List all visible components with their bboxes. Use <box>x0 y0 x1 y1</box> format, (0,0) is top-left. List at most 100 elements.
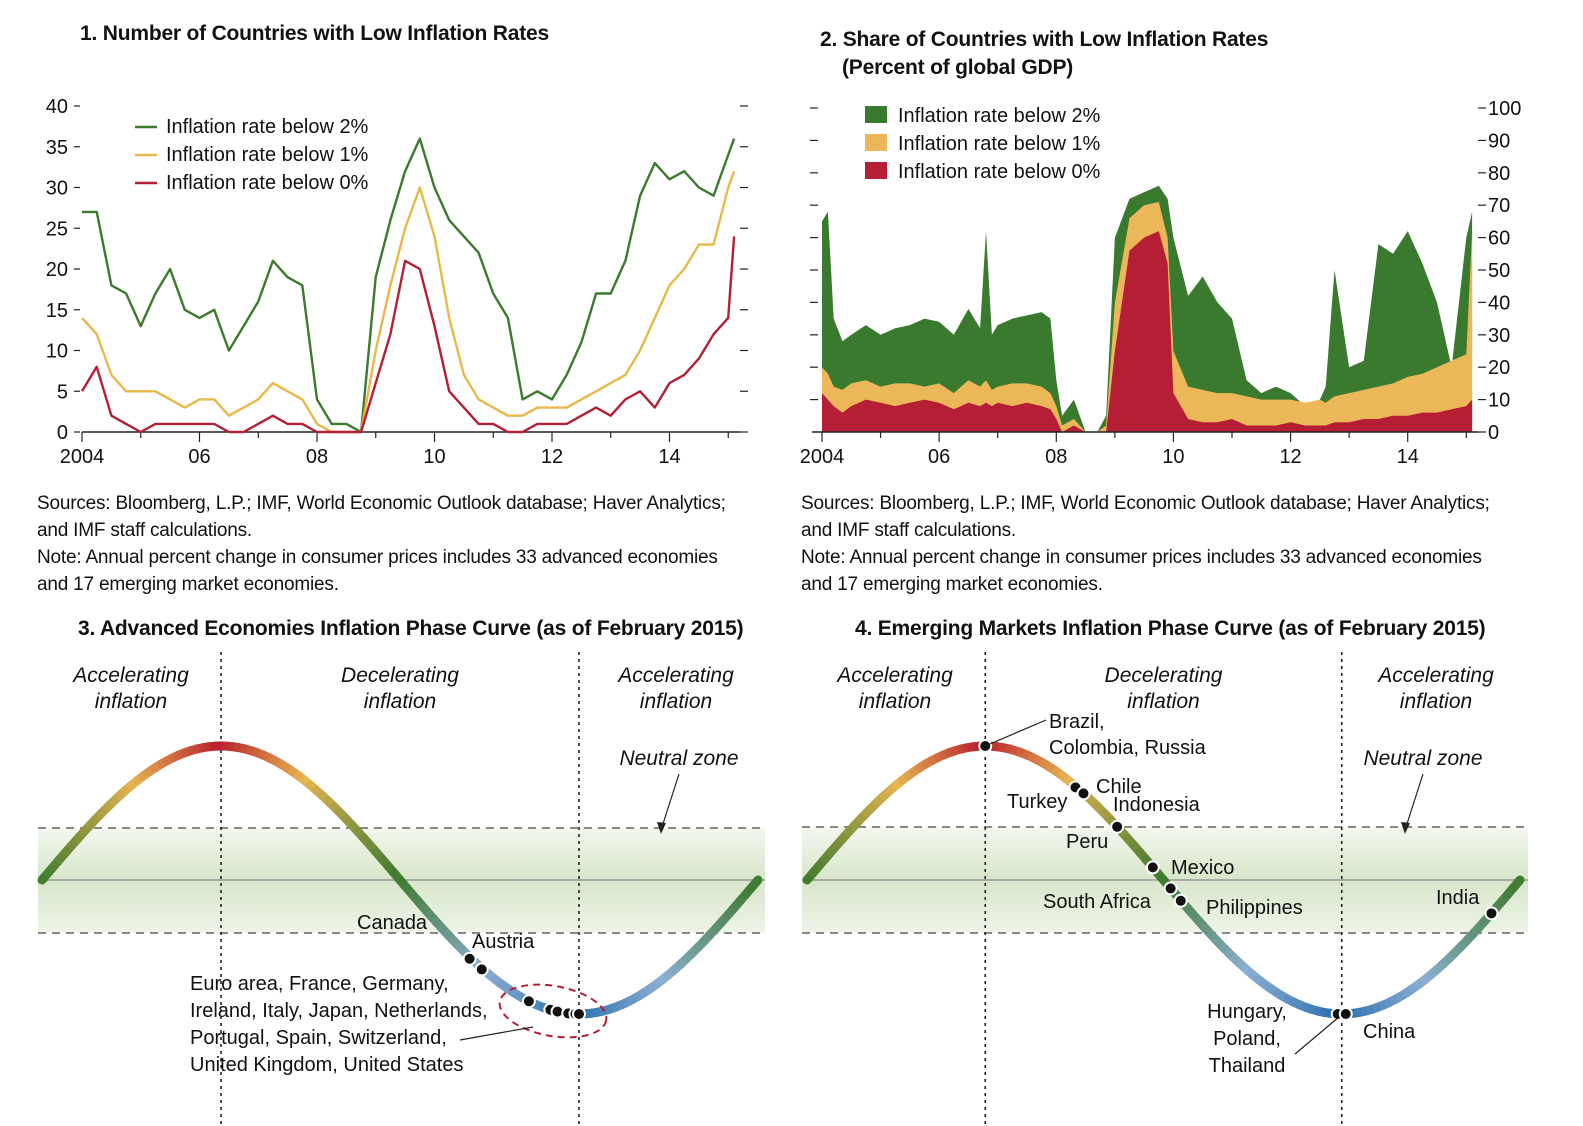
note-line-2: and 17 emerging market economies. <box>801 574 1103 595</box>
y-tick-label: 100 <box>1488 98 1521 120</box>
y-tick-label: 40 <box>1488 292 1510 314</box>
x-tick-label: 14 <box>658 446 680 468</box>
y-tick-label: 25 <box>46 218 68 240</box>
y-tick-label: 40 <box>46 96 68 118</box>
phase-label: Accelerating <box>616 664 734 687</box>
country-dot <box>474 962 489 977</box>
neutral-zone-arrowhead <box>1401 822 1410 834</box>
neutral-zone-label: Neutral zone <box>1363 747 1482 770</box>
phase-label: inflation <box>1400 690 1472 713</box>
country-label: Philippines <box>1206 897 1303 919</box>
chart2-subtitle: (Percent of global GDP) <box>842 56 1074 79</box>
country-label: Brazil, <box>1049 711 1105 733</box>
chart3-title: 3. Advanced Economies Inflation Phase Cu… <box>78 617 744 640</box>
country-label: Peru <box>1066 831 1108 853</box>
note-line-1: Note: Annual percent change in consumer … <box>37 547 718 568</box>
country-label: Poland, <box>1213 1028 1281 1050</box>
x-tick-label: 06 <box>928 446 950 468</box>
area-series-2 <box>822 231 1473 432</box>
neutral-zone-arrow <box>660 773 680 831</box>
legend-label: Inflation rate below 2% <box>898 105 1101 127</box>
phase-label: inflation <box>640 690 712 713</box>
x-tick-label: 06 <box>188 446 210 468</box>
series-line-1 <box>81 170 736 434</box>
phase-label: inflation <box>95 690 167 713</box>
chart3-phase-curve: Accelerating inflation Decelerating inflati… <box>37 652 765 1126</box>
x-tick-label: 08 <box>306 446 328 468</box>
phase-label: Accelerating <box>1376 664 1494 687</box>
group-leader-line <box>459 1026 534 1041</box>
group-label-line: Ireland, Italy, Japan, Netherlands, <box>190 1000 488 1022</box>
phase-curve-segment <box>747 875 763 892</box>
y-tick-label: 80 <box>1488 163 1510 185</box>
x-tick-label: 10 <box>423 446 445 468</box>
country-label: Chile <box>1096 776 1142 798</box>
phase-label: inflation <box>364 690 436 713</box>
y-tick-label: 35 <box>46 137 68 159</box>
notes-right: Sources: Bloomberg, L.P.; IMF, World Eco… <box>801 490 1490 598</box>
y-tick-label: 15 <box>46 300 68 322</box>
series-line-2 <box>80 236 736 434</box>
sources-line-1: Sources: Bloomberg, L.P.; IMF, World Eco… <box>37 493 726 514</box>
y-tick-label: 20 <box>46 259 68 281</box>
neutral-zone-arrowhead <box>657 822 666 834</box>
sources-line-1: Sources: Bloomberg, L.P.; IMF, World Eco… <box>801 493 1490 514</box>
country-dot <box>462 951 477 966</box>
country-label: China <box>1363 1021 1416 1043</box>
x-tick-label: 12 <box>1279 446 1301 468</box>
country-dot <box>1484 906 1499 921</box>
country-label: South Africa <box>1043 891 1152 913</box>
y-tick-label: 10 <box>1488 390 1510 412</box>
y-tick-label: 5 <box>57 381 68 403</box>
neutral-zone-label: Neutral zone <box>619 747 738 770</box>
phase-label: inflation <box>1127 690 1199 713</box>
phase-label: Accelerating <box>835 664 953 687</box>
y-tick-label: 30 <box>1488 325 1510 347</box>
y-tick-label: 90 <box>1488 130 1510 152</box>
legend-swatch <box>865 162 887 179</box>
y-tick-label: 20 <box>1488 357 1510 379</box>
y-tick-label: 60 <box>1488 228 1510 250</box>
country-dot <box>1145 860 1160 875</box>
group-label-line: Euro area, France, Germany, <box>190 973 449 995</box>
y-tick-label: 30 <box>46 178 68 200</box>
legend-label: Inflation rate below 0% <box>898 161 1101 183</box>
notes-left: Sources: Bloomberg, L.P.; IMF, World Eco… <box>37 490 726 598</box>
x-tick-label: 2004 <box>800 446 845 468</box>
note-line-1: Note: Annual percent change in consumer … <box>801 547 1482 568</box>
phase-curve-segment <box>1509 875 1525 892</box>
sources-line-2: and IMF staff calculations. <box>801 520 1016 541</box>
country-dot <box>1076 786 1091 801</box>
note-line-2: and 17 emerging market economies. <box>37 574 339 595</box>
group-label-line: United Kingdom, United States <box>190 1054 464 1076</box>
country-dot <box>1173 893 1188 908</box>
group-label-line: Portugal, Spain, Switzerland, <box>190 1027 447 1049</box>
country-label: Hungary, <box>1207 1001 1287 1023</box>
phase-label: inflation <box>859 690 931 713</box>
country-dot <box>1338 1007 1353 1021</box>
chart2-area-chart: 0 10 20 30 40 50 60 70 80 90 100 2004 06 08 10 12 14 Infl… <box>800 98 1522 468</box>
country-label: Indonesia <box>1113 794 1201 816</box>
country-label: Colombia, Russia <box>1049 737 1207 759</box>
x-tick-label: 14 <box>1397 446 1419 468</box>
x-tick-label: 2004 <box>60 446 105 468</box>
chart4-phase-curve: Accelerating inflation Decelerating inflati… <box>802 652 1528 1126</box>
legend-label: Inflation rate below 1% <box>898 133 1101 155</box>
label-leader-line <box>985 719 1047 747</box>
chart4-title: 4. Emerging Markets Inflation Phase Curv… <box>855 617 1486 640</box>
y-tick-label: 0 <box>1488 422 1499 444</box>
phase-label: Decelerating <box>1105 664 1223 687</box>
label-leader-line <box>1294 1017 1339 1055</box>
y-tick-label: 70 <box>1488 195 1510 217</box>
chart2-title: 2. Share of Countries with Low Inflation… <box>820 28 1269 51</box>
group-ellipse <box>498 983 608 1039</box>
y-tick-label: 0 <box>57 422 68 444</box>
legend-swatch <box>865 134 887 151</box>
legend-label: Inflation rate below 2% <box>166 116 369 138</box>
phase-label: Decelerating <box>341 664 459 687</box>
country-label: Austria <box>472 931 535 953</box>
country-dot <box>521 994 536 1009</box>
phase-label: Accelerating <box>71 664 189 687</box>
sources-line-2: and IMF staff calculations. <box>37 520 252 541</box>
y-tick-label: 10 <box>46 341 68 363</box>
